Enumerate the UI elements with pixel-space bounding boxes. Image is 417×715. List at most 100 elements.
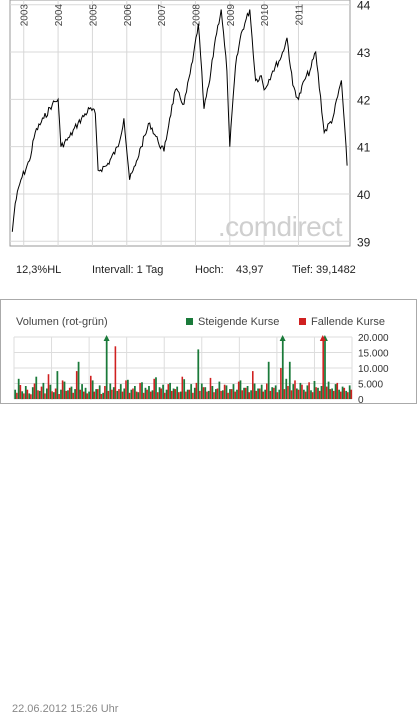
volume-peak-up-marker xyxy=(103,335,110,341)
volume-up-bar xyxy=(56,371,59,399)
volume-up-bar xyxy=(17,378,20,399)
volume-down-bar xyxy=(230,389,233,399)
volume-down-bar xyxy=(192,392,194,399)
volume-down-bar xyxy=(259,388,261,399)
volume-up-bar xyxy=(112,387,115,399)
volume-down-bar xyxy=(135,391,138,399)
volume-up-bar xyxy=(334,384,337,399)
volume-up-bar xyxy=(165,389,168,399)
volume-down-bar xyxy=(86,393,89,399)
price-chart: 2003 2004 2005 2006 2007 2008 2009 2010 2011 39 4… xyxy=(9,0,371,249)
volume-down-bar xyxy=(51,391,53,400)
volume-up-bar xyxy=(207,390,210,399)
volume-bars xyxy=(14,337,353,400)
volume-y-axis-labels: 0 5.000 10.000 15.000 20.000 xyxy=(358,333,389,406)
volume-down-bar xyxy=(252,371,254,399)
volume-down-bar xyxy=(65,390,67,399)
volume-up-bar xyxy=(285,378,288,399)
volume-up-bar xyxy=(63,381,66,399)
volume-up-bar xyxy=(260,384,263,399)
volume-up-bar xyxy=(225,385,228,399)
volume-down-bar xyxy=(61,380,64,399)
volume-down-bar xyxy=(132,388,134,399)
volume-peak-down-marker xyxy=(319,335,326,341)
volume-up-bar xyxy=(158,387,161,399)
volume-down-bar xyxy=(79,389,81,399)
volume-up-bar xyxy=(109,383,112,399)
volume-up-bar xyxy=(313,381,316,399)
volume-down-bar xyxy=(290,390,293,399)
volume-up-bar xyxy=(123,388,126,399)
volume-down-bar xyxy=(58,394,60,399)
volume-down-bar xyxy=(125,380,127,399)
volume-up-bar xyxy=(179,391,182,399)
volume-up-bar xyxy=(46,388,48,399)
volume-down-bar xyxy=(216,388,219,399)
volume-down-bar xyxy=(40,386,43,399)
volume-down-bar xyxy=(33,383,36,399)
volume-up-bar xyxy=(250,390,252,399)
volume-up-bar xyxy=(28,393,31,399)
volume-up-bar xyxy=(253,383,256,399)
volume-peak-up-marker xyxy=(279,335,286,341)
interval-stat: Intervall: 1 Tag xyxy=(92,264,164,276)
volume-up-bar xyxy=(267,361,270,399)
price-x-tick-label: 2004 xyxy=(54,4,65,27)
volume-down-bar xyxy=(308,382,310,399)
volume-down-bar xyxy=(139,382,141,399)
volume-down-bar xyxy=(47,374,50,399)
volume-up-bar xyxy=(144,387,147,399)
volume-down-bar xyxy=(97,389,99,399)
volume-down-bar xyxy=(329,389,331,399)
volume-up-bar xyxy=(81,384,83,399)
volume-down-bar xyxy=(350,389,353,399)
volume-up-bar xyxy=(14,389,17,399)
price-x-tick-label: 2010 xyxy=(260,4,271,27)
volume-down-bar xyxy=(68,387,71,399)
volume-up-bar xyxy=(211,386,214,399)
high-stat-value: 43,97 xyxy=(236,264,264,276)
volume-up-bar xyxy=(193,387,196,399)
volume-down-bar xyxy=(30,394,32,399)
volume-up-bar xyxy=(38,390,41,399)
price-y-tick-label: 42 xyxy=(357,93,371,107)
volume-up-bar xyxy=(24,386,27,399)
volume-up-bar xyxy=(264,389,267,399)
volume-up-bar xyxy=(31,387,34,399)
volume-down-bar xyxy=(318,390,321,399)
volume-down-bar xyxy=(54,388,57,399)
volume-down-bar xyxy=(297,389,300,399)
volume-up-bar xyxy=(49,384,52,399)
volume-down-bar xyxy=(276,392,279,399)
volume-down-bar xyxy=(241,390,243,399)
volume-up-bar xyxy=(278,389,281,399)
volume-down-bar xyxy=(209,377,212,399)
volume-down-bar xyxy=(83,391,85,399)
price-x-tick-label: 2009 xyxy=(226,4,237,27)
volume-up-bar xyxy=(102,392,105,399)
volume-down-bar xyxy=(195,382,198,399)
volume-down-bar xyxy=(262,391,265,399)
volume-up-bar xyxy=(236,389,238,399)
volume-up-bar xyxy=(77,361,80,399)
volume-down-bar xyxy=(332,390,335,399)
volume-up-bar xyxy=(243,387,245,399)
volume-panel: Volumen (rot-grün) Steigende Kurse Falle… xyxy=(0,299,417,715)
volume-up-bar xyxy=(331,388,333,399)
legend-down-swatch xyxy=(299,318,306,325)
volume-down-bar xyxy=(269,390,272,399)
volume-up-bar xyxy=(232,384,235,399)
volume-down-bar xyxy=(160,388,162,399)
price-x-tick-label: 2007 xyxy=(157,4,168,27)
volume-down-bar xyxy=(311,392,314,399)
volume-up-bar xyxy=(172,388,175,399)
volume-down-bar xyxy=(188,389,191,399)
volume-down-bar xyxy=(16,392,18,399)
volume-up-bar xyxy=(327,381,330,399)
volume-up-bar xyxy=(246,386,249,399)
volume-up-bar xyxy=(310,390,312,399)
volume-up-bar xyxy=(91,380,94,399)
volume-down-bar xyxy=(72,392,74,399)
volume-up-bar xyxy=(271,387,274,399)
volume-up-bar xyxy=(176,386,179,399)
